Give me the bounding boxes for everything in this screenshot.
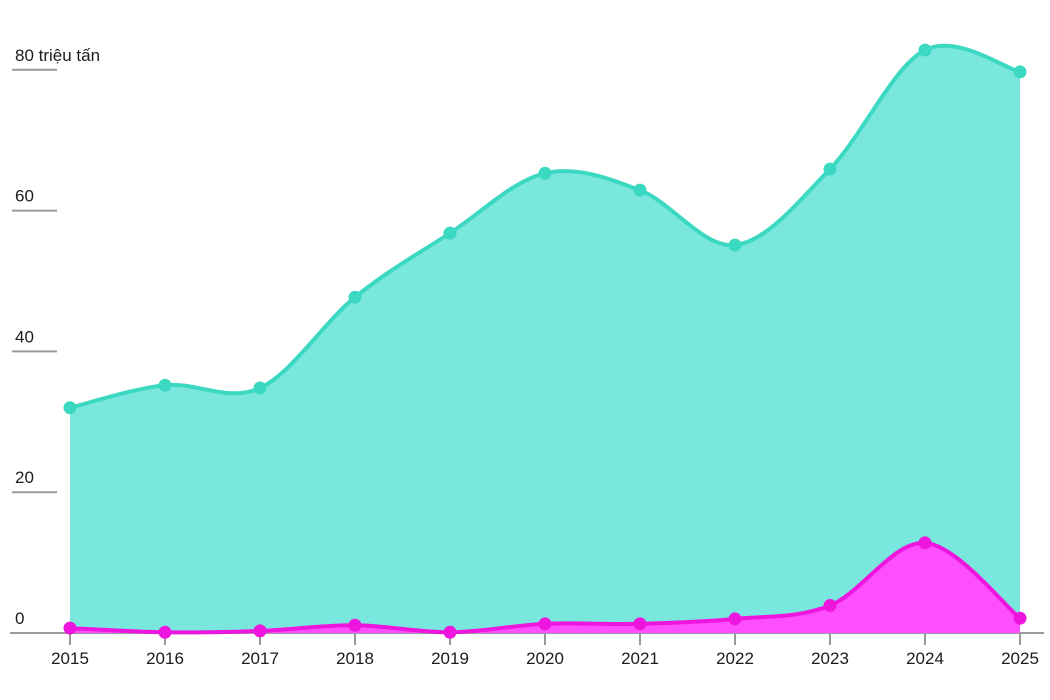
x-axis-label: 2018 bbox=[336, 649, 374, 668]
magenta-series-point bbox=[158, 625, 172, 639]
y-axis-label: 20 bbox=[15, 468, 34, 487]
magenta-series-point bbox=[348, 618, 362, 632]
magenta-series-area bbox=[70, 542, 1020, 633]
x-axis-label: 2023 bbox=[811, 649, 849, 668]
teal-series-point bbox=[633, 183, 647, 197]
teal-series-point bbox=[158, 378, 172, 392]
teal-series-point bbox=[253, 381, 267, 395]
magenta-series-line bbox=[68, 540, 1022, 635]
magenta-series-point bbox=[63, 621, 77, 635]
y-axis-label: 60 bbox=[15, 187, 34, 206]
y-axis-label: 0 bbox=[15, 609, 24, 628]
teal-series-line bbox=[68, 43, 1022, 410]
magenta-series-point bbox=[823, 599, 837, 613]
teal-series-point bbox=[538, 166, 552, 180]
x-axis-label: 2022 bbox=[716, 649, 754, 668]
magenta-series-point bbox=[728, 612, 742, 626]
magenta-series-point bbox=[633, 617, 647, 631]
x-axis-label: 2016 bbox=[146, 649, 184, 668]
teal-series-point bbox=[823, 162, 837, 176]
x-axis-label: 2017 bbox=[241, 649, 279, 668]
teal-series-area bbox=[70, 45, 1020, 634]
teal-series-point bbox=[443, 226, 457, 240]
y-axis-label: 80 triệu tấn bbox=[15, 46, 100, 65]
x-axis-label: 2019 bbox=[431, 649, 469, 668]
magenta-series-point bbox=[1013, 611, 1027, 625]
x-axis-label: 2015 bbox=[51, 649, 89, 668]
x-axis-label: 2021 bbox=[621, 649, 659, 668]
x-axis-label: 2025 bbox=[1001, 649, 1039, 668]
y-axis-label: 40 bbox=[15, 327, 34, 346]
teal-series-point bbox=[918, 43, 932, 57]
magenta-series-point bbox=[443, 625, 457, 639]
teal-series-point bbox=[1013, 65, 1027, 79]
magenta-series-point bbox=[918, 536, 932, 550]
teal-series-point bbox=[63, 401, 77, 415]
magenta-series-point bbox=[253, 624, 267, 638]
x-axis-label: 2020 bbox=[526, 649, 564, 668]
teal-series-point bbox=[348, 290, 362, 304]
teal-series-point bbox=[728, 238, 742, 252]
x-axis-label: 2024 bbox=[906, 649, 944, 668]
magenta-series-point bbox=[538, 617, 552, 631]
